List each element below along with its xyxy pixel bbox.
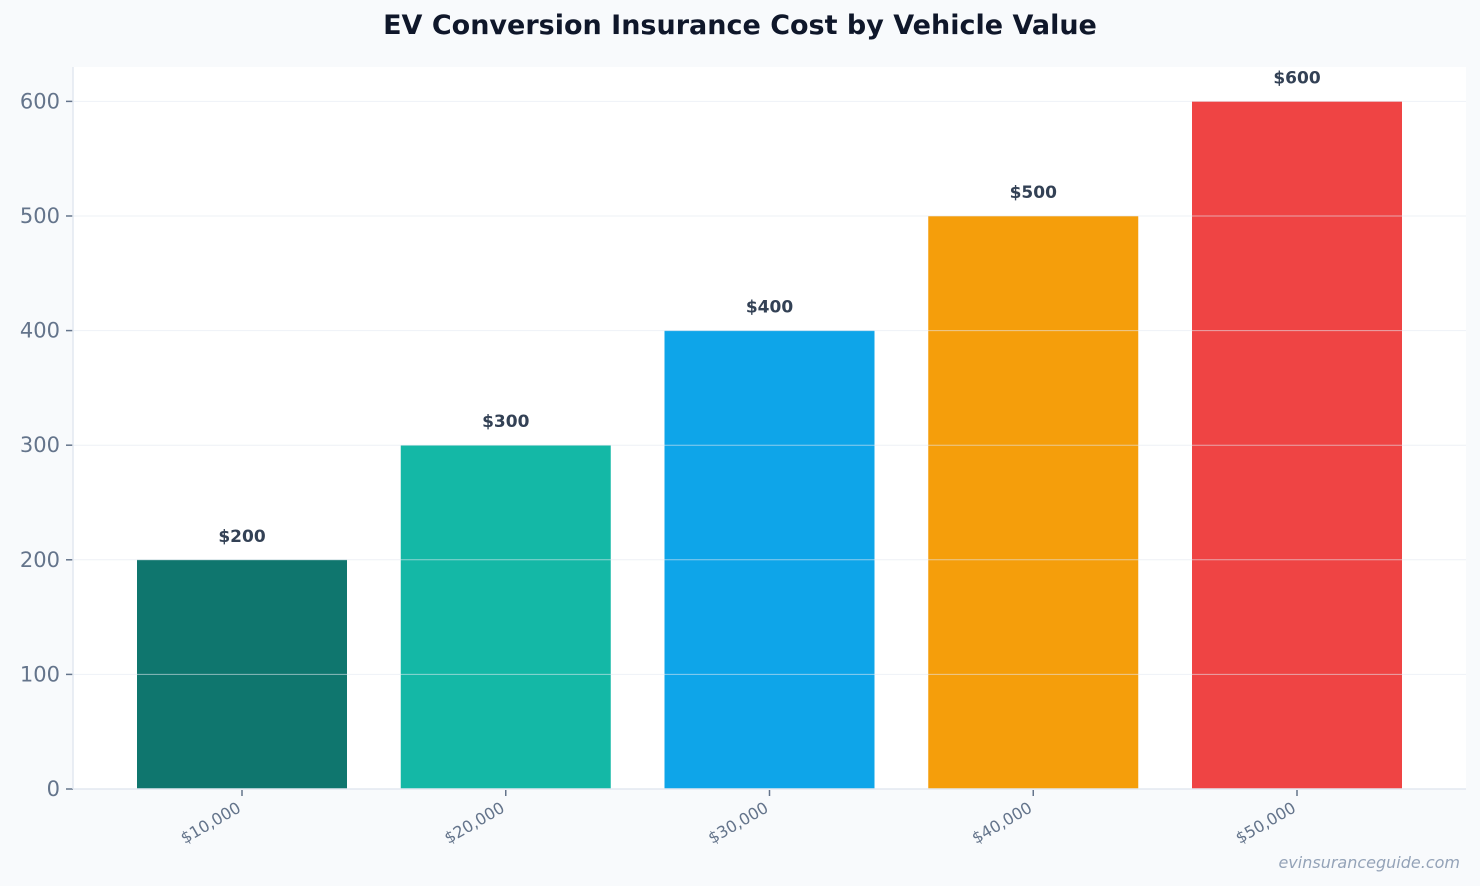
y-tick-label: 400 [20, 319, 60, 343]
y-tick-label: 500 [20, 204, 60, 228]
x-tick-label: $50,000 [1232, 798, 1299, 848]
y-tick-label: 100 [20, 662, 60, 686]
x-tick-label: $20,000 [441, 798, 508, 848]
y-tick-label: 0 [47, 777, 60, 801]
data-label: $600 [1273, 68, 1320, 88]
y-tick-label: 200 [20, 548, 60, 572]
x-tick-label: $30,000 [705, 798, 772, 848]
chart-title: EV Conversion Insurance Cost by Vehicle … [383, 10, 1097, 41]
x-tick-label: $40,000 [968, 798, 1035, 848]
bar-2 [400, 445, 611, 789]
bar-4 [928, 215, 1139, 789]
y-tick-label: 300 [20, 433, 60, 457]
watermark: evinsuranceguide.com [1278, 853, 1460, 872]
data-label: $200 [218, 527, 265, 547]
data-label: $300 [482, 412, 529, 432]
y-tick-label: 600 [20, 89, 60, 113]
x-tick-label: $10,000 [177, 798, 244, 848]
data-label: $500 [1010, 183, 1057, 203]
data-label: $400 [746, 298, 793, 318]
